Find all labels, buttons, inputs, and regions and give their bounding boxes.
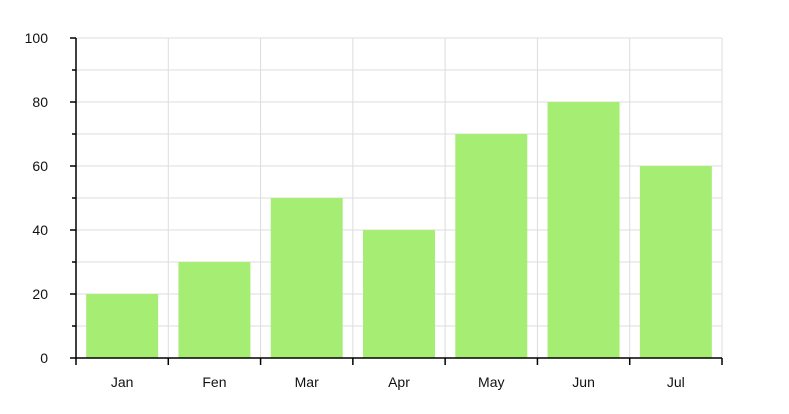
x-tick-label: Jul <box>667 374 685 390</box>
bars <box>86 102 712 358</box>
y-tick-label: 60 <box>32 158 48 174</box>
y-tick-label: 20 <box>32 286 48 302</box>
y-tick-label: 40 <box>32 222 48 238</box>
bar-apr <box>363 230 435 358</box>
y-axis-ticks: 0 20 40 60 80 100 <box>25 30 76 366</box>
x-tick-label: Jan <box>111 374 134 390</box>
y-tick-label: 100 <box>25 30 49 46</box>
x-tick-label: Mar <box>295 374 319 390</box>
bar-mar <box>270 198 343 358</box>
x-tick-label: Apr <box>388 374 410 390</box>
x-tick-label: May <box>478 374 504 390</box>
bar-jan <box>86 294 159 358</box>
bar-jul <box>639 166 712 358</box>
x-tick-label: Jun <box>572 374 595 390</box>
x-tick-label: Fen <box>202 374 226 390</box>
y-tick-label: 0 <box>40 350 48 366</box>
bar-may <box>455 134 528 358</box>
bar-jun <box>547 102 620 358</box>
x-axis-ticks: Jan Fen Mar Apr May Jun Jul <box>75 358 723 390</box>
bar-fen <box>178 262 251 358</box>
y-tick-label: 80 <box>32 94 48 110</box>
